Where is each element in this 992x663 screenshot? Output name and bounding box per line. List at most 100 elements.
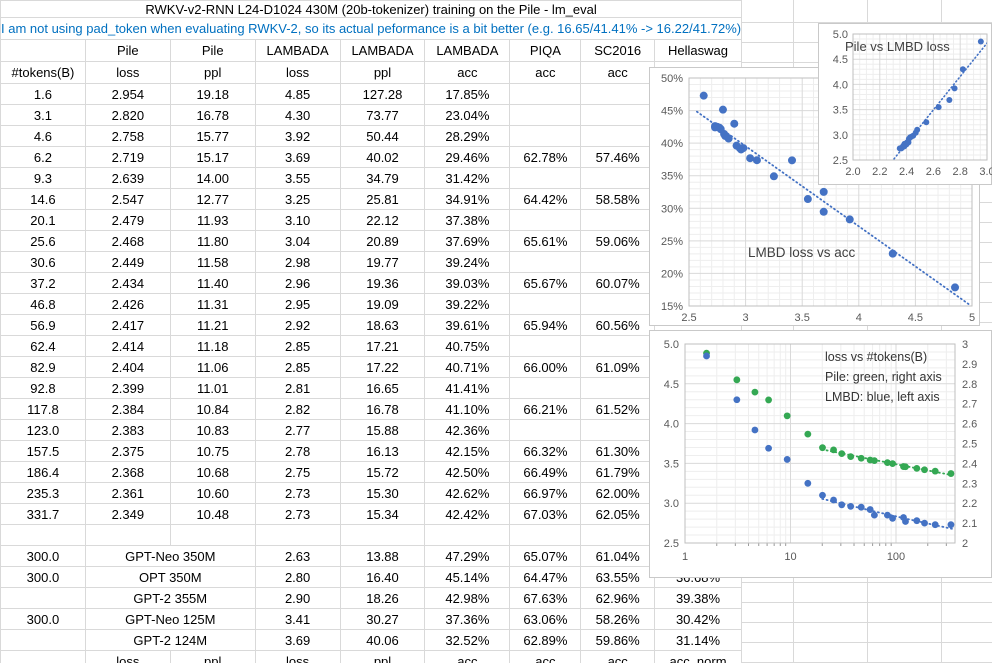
column-header-dataset[interactable] xyxy=(0,39,86,62)
value-cell[interactable]: 18.26 xyxy=(339,587,426,609)
empty-cell[interactable] xyxy=(424,524,511,546)
value-cell[interactable]: 65.61% xyxy=(509,230,582,252)
tokens-cell[interactable]: 3.1 xyxy=(0,104,86,126)
empty-cell[interactable] xyxy=(509,524,582,546)
value-cell[interactable]: 41.10% xyxy=(424,398,511,420)
value-cell[interactable]: 28.29% xyxy=(424,125,511,147)
value-cell[interactable]: 15.34 xyxy=(339,503,426,525)
value-cell[interactable]: 10.83 xyxy=(169,419,256,441)
value-cell[interactable]: 16.13 xyxy=(339,440,426,462)
value-cell[interactable]: 3.69 xyxy=(254,146,341,168)
tokens-cell[interactable]: 300.0 xyxy=(0,566,86,588)
value-cell[interactable]: 17.22 xyxy=(339,356,426,378)
value-cell[interactable]: 40.75% xyxy=(424,335,511,357)
value-cell[interactable]: 4.30 xyxy=(254,104,341,126)
value-cell[interactable]: 2.361 xyxy=(84,482,171,504)
value-cell[interactable]: 11.18 xyxy=(169,335,256,357)
value-cell[interactable] xyxy=(580,83,655,105)
column-header-dataset[interactable]: LAMBADA xyxy=(424,39,511,62)
value-cell[interactable]: 127.28 xyxy=(339,83,426,105)
footer-metric-cell[interactable]: loss xyxy=(84,650,171,663)
tokens-cell[interactable]: 1.6 xyxy=(0,83,86,105)
value-cell[interactable]: 40.06 xyxy=(339,629,426,651)
value-cell[interactable]: 25.81 xyxy=(339,188,426,210)
tokens-cell[interactable]: 4.6 xyxy=(0,125,86,147)
value-cell[interactable]: 31.42% xyxy=(424,167,511,189)
value-cell[interactable]: 10.60 xyxy=(169,482,256,504)
value-cell[interactable]: 2.92 xyxy=(254,314,341,336)
column-header-dataset[interactable]: LAMBADA xyxy=(339,39,426,62)
value-cell[interactable]: 17.85% xyxy=(424,83,511,105)
value-cell[interactable]: 66.00% xyxy=(509,356,582,378)
value-cell[interactable]: 2.85 xyxy=(254,356,341,378)
footer-metric-cell[interactable]: ppl xyxy=(169,650,256,663)
value-cell[interactable]: 2.449 xyxy=(84,251,171,273)
value-cell[interactable]: 2.85 xyxy=(254,335,341,357)
value-cell[interactable]: 16.78 xyxy=(339,398,426,420)
value-cell[interactable]: 2.368 xyxy=(84,461,171,483)
value-cell[interactable]: 17.21 xyxy=(339,335,426,357)
value-cell[interactable] xyxy=(580,104,655,126)
value-cell[interactable]: 18.63 xyxy=(339,314,426,336)
value-cell[interactable]: 64.42% xyxy=(509,188,582,210)
value-cell[interactable]: 66.49% xyxy=(509,461,582,483)
value-cell[interactable]: 47.29% xyxy=(424,545,511,567)
tokens-cell[interactable]: 300.0 xyxy=(0,545,86,567)
value-cell[interactable]: 66.97% xyxy=(509,482,582,504)
value-cell[interactable] xyxy=(509,377,582,399)
value-cell[interactable]: 67.63% xyxy=(509,587,582,609)
metrics-table[interactable]: RWKV-v2-RNN L24-D1024 430M (20b-tokenize… xyxy=(0,0,743,663)
value-cell[interactable]: 2.98 xyxy=(254,251,341,273)
column-header-metric[interactable]: acc xyxy=(509,61,582,84)
value-cell[interactable]: 42.42% xyxy=(424,503,511,525)
column-header-dataset[interactable]: Pile xyxy=(84,39,171,62)
empty-cell[interactable] xyxy=(84,524,171,546)
value-cell[interactable]: 45.14% xyxy=(424,566,511,588)
value-cell[interactable]: 31.14% xyxy=(653,629,743,651)
value-cell[interactable]: 61.04% xyxy=(580,545,655,567)
tokens-cell[interactable]: 25.6 xyxy=(0,230,86,252)
tokens-cell[interactable] xyxy=(0,629,86,651)
tokens-cell[interactable]: 14.6 xyxy=(0,188,86,210)
value-cell[interactable]: 42.15% xyxy=(424,440,511,462)
value-cell[interactable]: 14.00 xyxy=(169,167,256,189)
model-name-cell[interactable]: GPT-2 355M xyxy=(84,587,256,609)
value-cell[interactable]: 2.73 xyxy=(254,482,341,504)
value-cell[interactable]: 34.79 xyxy=(339,167,426,189)
value-cell[interactable]: 11.06 xyxy=(169,356,256,378)
value-cell[interactable]: 65.94% xyxy=(509,314,582,336)
value-cell[interactable]: 15.17 xyxy=(169,146,256,168)
value-cell[interactable]: 2.384 xyxy=(84,398,171,420)
tokens-cell[interactable]: 117.8 xyxy=(0,398,86,420)
tokens-cell[interactable]: 92.8 xyxy=(0,377,86,399)
tokens-cell[interactable]: 157.5 xyxy=(0,440,86,462)
value-cell[interactable]: 15.30 xyxy=(339,482,426,504)
column-header-dataset[interactable]: PIQA xyxy=(509,39,582,62)
tokens-cell[interactable]: 123.0 xyxy=(0,419,86,441)
value-cell[interactable]: 10.75 xyxy=(169,440,256,462)
value-cell[interactable]: 2.383 xyxy=(84,419,171,441)
value-cell[interactable]: 2.73 xyxy=(254,503,341,525)
value-cell[interactable]: 3.92 xyxy=(254,125,341,147)
value-cell[interactable]: 2.80 xyxy=(254,566,341,588)
footer-metric-cell[interactable]: acc xyxy=(424,650,511,663)
empty-cell[interactable] xyxy=(0,524,86,546)
value-cell[interactable]: 2.414 xyxy=(84,335,171,357)
value-cell[interactable]: 11.40 xyxy=(169,272,256,294)
value-cell[interactable]: 2.417 xyxy=(84,314,171,336)
value-cell[interactable] xyxy=(509,209,582,231)
model-name-cell[interactable]: OPT 350M xyxy=(84,566,256,588)
value-cell[interactable]: 2.90 xyxy=(254,587,341,609)
value-cell[interactable]: 59.86% xyxy=(580,629,655,651)
value-cell[interactable]: 37.69% xyxy=(424,230,511,252)
value-cell[interactable]: 2.63 xyxy=(254,545,341,567)
column-header-dataset[interactable]: LAMBADA xyxy=(254,39,341,62)
value-cell[interactable]: 2.468 xyxy=(84,230,171,252)
value-cell[interactable] xyxy=(509,125,582,147)
column-header-metric[interactable]: acc xyxy=(424,61,511,84)
tokens-cell[interactable]: 6.2 xyxy=(0,146,86,168)
column-header-dataset[interactable]: Hellaswag xyxy=(653,39,743,62)
value-cell[interactable]: 2.719 xyxy=(84,146,171,168)
tokens-cell[interactable]: 9.3 xyxy=(0,167,86,189)
value-cell[interactable]: 39.24% xyxy=(424,251,511,273)
